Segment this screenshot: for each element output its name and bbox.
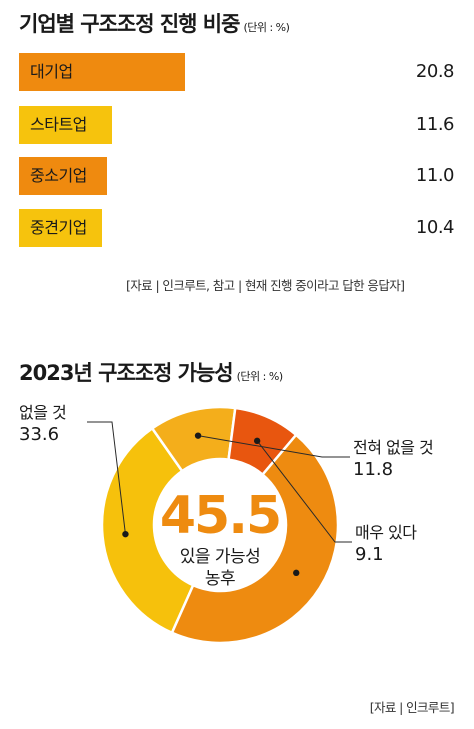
bar-chart-title-text: 기업별 구조조정 진행 비중 xyxy=(19,12,240,36)
donut-category-label: 매우 있다 xyxy=(355,523,417,542)
bar-row: 스타트업 11.6 xyxy=(19,106,455,144)
bar-chart-title: 기업별 구조조정 진행 비중 (단위 : %) xyxy=(19,8,290,38)
bar xyxy=(19,157,107,195)
bar xyxy=(19,53,185,91)
bar-chart-source: [자료 | 인크루트, 참고 | 현재 진행 중이라고 답한 응답자] xyxy=(126,278,405,293)
bar-value-label: 10.4 xyxy=(415,217,455,238)
bar-row: 중견기업 10.4 xyxy=(19,209,455,247)
callout-dot xyxy=(293,569,300,577)
bar-category-label: 스타트업 xyxy=(30,115,87,134)
callout-dot xyxy=(122,530,129,538)
callout-line xyxy=(197,435,350,458)
bar-value-label: 20.8 xyxy=(415,61,455,82)
bar-category-label: 중견기업 xyxy=(30,218,87,237)
donut-slice xyxy=(170,433,340,645)
callout-line xyxy=(256,440,352,543)
callout-dot xyxy=(253,437,261,445)
bar-chart-unit: (단위 : %) xyxy=(243,21,290,34)
bar-value-label: 11.6 xyxy=(415,114,455,135)
bar-row: 중소기업 11.0 xyxy=(19,157,455,195)
donut-chart-title-text: 2023년 구조조정 가능성 xyxy=(19,361,234,385)
bar xyxy=(19,106,112,144)
donut-category-label: 없을 것 xyxy=(19,403,66,422)
callout-dot xyxy=(194,432,202,439)
donut-chart-source: [자료 | 인크루트] xyxy=(369,700,455,715)
bar xyxy=(19,209,102,247)
donut-value-label: 33.6 xyxy=(19,424,59,445)
bar-row: 대기업 20.8 xyxy=(19,53,455,91)
donut-slice xyxy=(100,426,195,635)
bar-category-label: 대기업 xyxy=(30,62,73,81)
donut-chart-unit: (단위 : %) xyxy=(236,370,283,383)
bar-value-label: 11.0 xyxy=(415,165,455,186)
callout-line xyxy=(87,421,126,535)
donut-center-label: 농후 xyxy=(205,569,235,589)
donut-center-label: 있을 가능성 xyxy=(180,547,261,567)
donut-category-label: 전혀 없을 것 xyxy=(353,438,433,457)
donut-center-value: 45.5 xyxy=(160,486,280,546)
donut-value-label: 11.8 xyxy=(353,459,393,480)
donut-value-label: 9.1 xyxy=(355,544,384,565)
bar-category-label: 중소기업 xyxy=(30,166,87,185)
donut-chart-title: 2023년 구조조정 가능성 (단위 : %) xyxy=(19,357,283,387)
